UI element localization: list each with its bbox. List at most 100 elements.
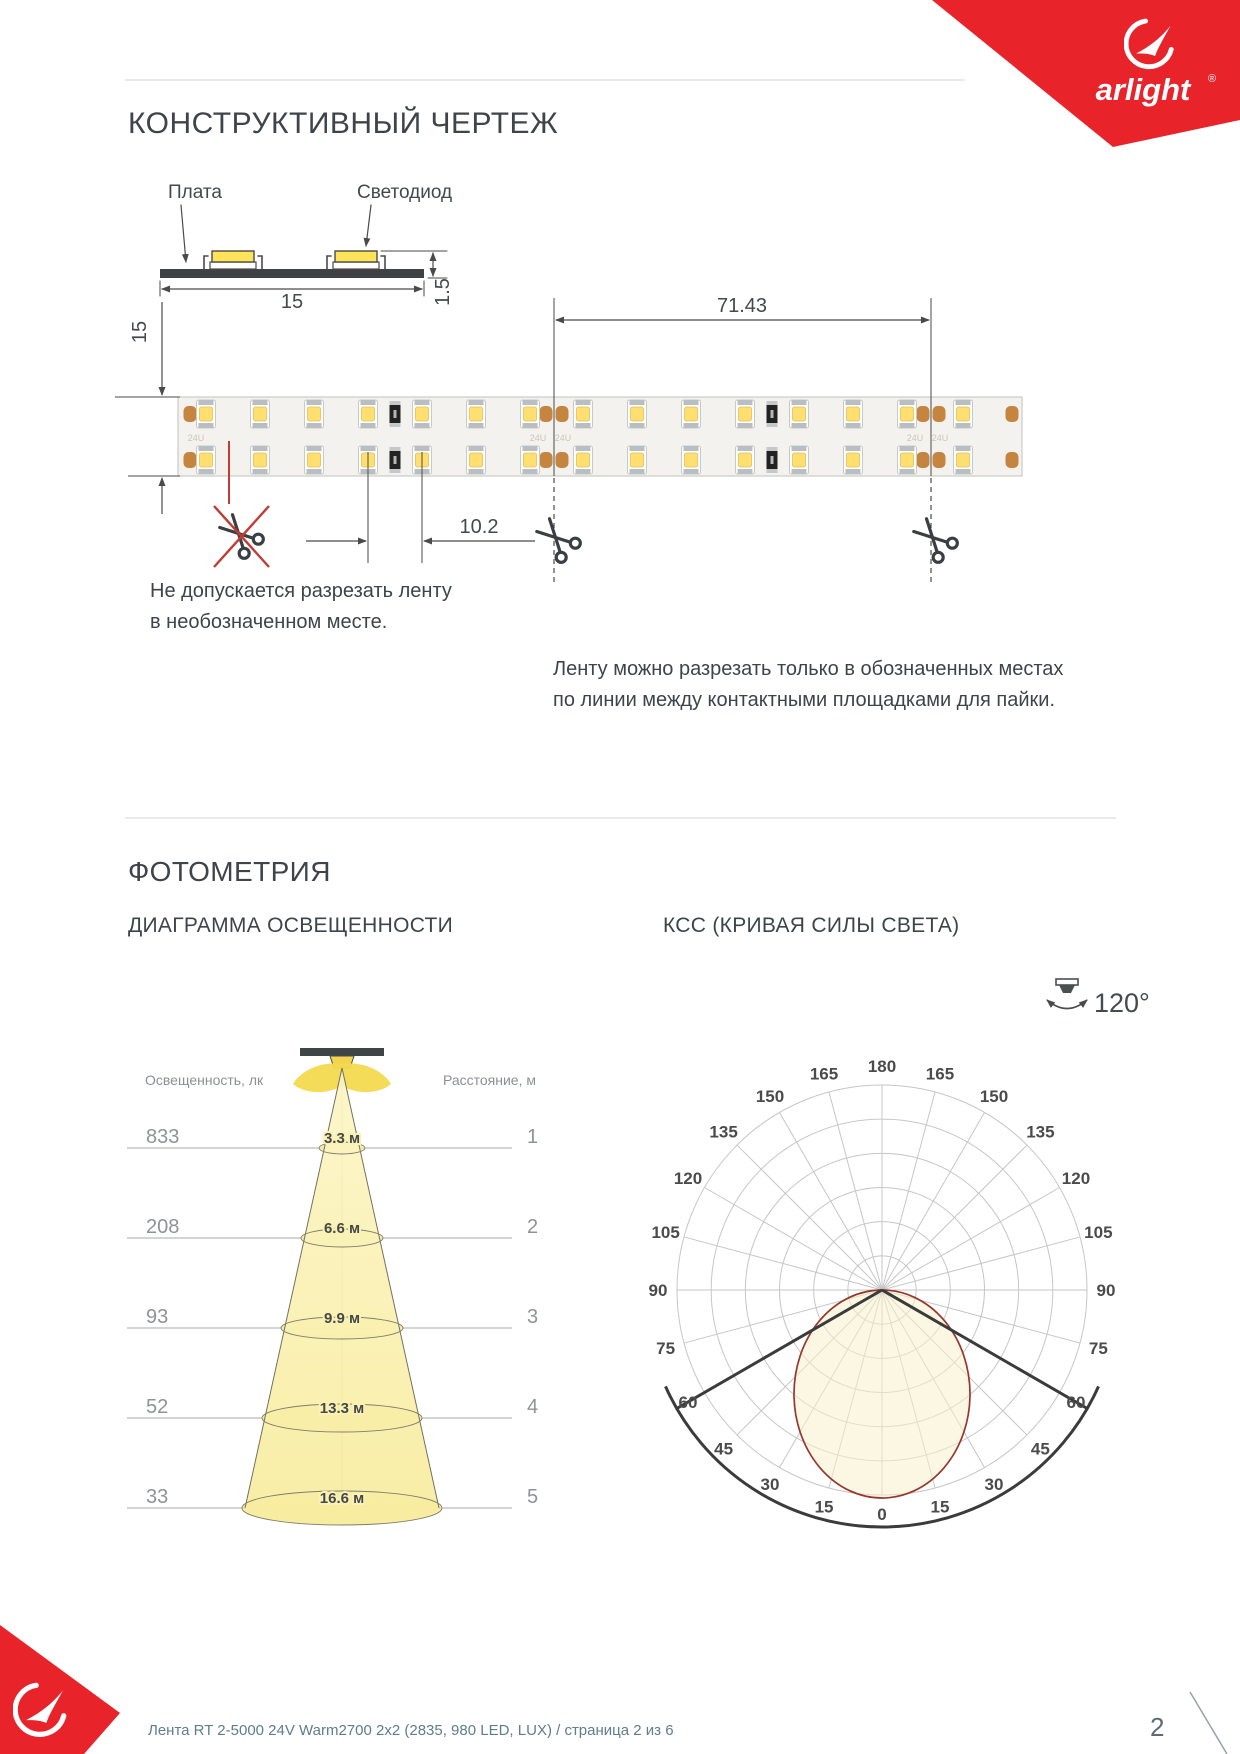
solder-pad xyxy=(183,406,197,422)
led-phosphor xyxy=(630,452,644,468)
led-phosphor xyxy=(415,452,429,468)
led-phosphor xyxy=(576,406,590,422)
led-contact xyxy=(468,469,484,474)
led-phosphor xyxy=(469,406,483,422)
led-contact xyxy=(899,469,915,474)
led xyxy=(466,399,486,429)
angle-label: 150 xyxy=(980,1087,1008,1106)
polar-ring xyxy=(676,1084,1088,1496)
led-contact xyxy=(955,423,971,428)
distance-label: 3 xyxy=(527,1306,538,1328)
led-contact xyxy=(737,446,753,451)
led xyxy=(358,445,378,475)
led-phosphor xyxy=(846,452,860,468)
led-contact xyxy=(468,423,484,428)
resistor xyxy=(389,401,401,427)
led xyxy=(196,399,216,429)
strip-print: 24U xyxy=(555,433,572,443)
led-contact xyxy=(629,446,645,451)
beam-width-label: 9.9 м xyxy=(324,1310,360,1327)
led xyxy=(681,445,701,475)
led-phosphor xyxy=(684,406,698,422)
led-phosphor xyxy=(199,452,213,468)
ceiling-fixture xyxy=(300,1048,384,1056)
angle-label: 90 xyxy=(649,1281,668,1300)
beam-limit-line xyxy=(676,1288,883,1410)
strip-top-view: 24U 24U 24U 24U 24U xyxy=(177,396,1023,477)
footer-slash xyxy=(1189,1691,1228,1754)
cone-edge xyxy=(244,1067,343,1509)
led xyxy=(573,445,593,475)
led-contact xyxy=(198,400,214,405)
led-contact xyxy=(791,469,807,474)
led xyxy=(735,445,755,475)
resistor-cap xyxy=(389,469,401,473)
led xyxy=(627,399,647,429)
solder-pad xyxy=(555,406,569,422)
polar-radial xyxy=(881,1187,1060,1291)
solder-pad xyxy=(1005,406,1019,422)
led-contact xyxy=(575,446,591,451)
led-phosphor xyxy=(576,452,590,468)
cut-segment-dim: 71.43 xyxy=(717,295,767,317)
led-contact xyxy=(414,423,430,428)
led-contact xyxy=(575,400,591,405)
polar-radial xyxy=(881,1289,1060,1393)
strip-width-dim: 15 xyxy=(129,321,151,343)
beam-curve xyxy=(793,1289,971,1499)
led xyxy=(843,399,863,429)
led xyxy=(681,399,701,429)
strip-print: 24U xyxy=(530,433,547,443)
led-phosphor xyxy=(900,452,914,468)
angle-label: 15 xyxy=(931,1497,950,1516)
led xyxy=(412,445,432,475)
no-cut-note: Не допускается разрезать ленту в необозн… xyxy=(150,576,452,638)
led-contact xyxy=(414,400,430,405)
led-contact xyxy=(360,423,376,428)
led xyxy=(573,399,593,429)
board-label: Плата xyxy=(168,182,222,203)
strip-print: 24U xyxy=(188,433,205,443)
led-contact xyxy=(414,469,430,474)
polar-radial xyxy=(683,1236,883,1291)
section-divider xyxy=(125,817,1116,819)
angle-label: 30 xyxy=(985,1475,1004,1494)
led xyxy=(304,399,324,429)
led-contact xyxy=(198,469,214,474)
led xyxy=(789,399,809,429)
polar-ring xyxy=(744,1152,1020,1428)
led-phosphor xyxy=(684,452,698,468)
led-contact xyxy=(899,446,915,451)
led-contact xyxy=(955,400,971,405)
cross-section-drawing: Плата Светодиод 15 xyxy=(159,182,454,313)
light-pool-outline xyxy=(241,1490,443,1526)
beam-angle-value: 120° xyxy=(1094,988,1150,1018)
no-cut-note-line1: Не допускается разрезать ленту xyxy=(150,580,452,602)
led-phosphor xyxy=(307,452,321,468)
solder-pad xyxy=(932,406,946,422)
led-phosphor xyxy=(738,406,752,422)
resistor-cap xyxy=(766,401,778,405)
light-pool-fill xyxy=(319,1142,365,1154)
led xyxy=(953,445,973,475)
led xyxy=(627,445,647,475)
polar-radial xyxy=(736,1289,883,1436)
no-cut-cross-icon xyxy=(213,505,270,568)
led xyxy=(897,445,917,475)
polar-radial xyxy=(881,1289,936,1489)
led-contact xyxy=(683,400,699,405)
board-thickness-dim: 1.5 xyxy=(432,278,454,306)
polar-radial xyxy=(881,1289,1028,1436)
distance-label: 5 xyxy=(527,1486,538,1508)
lamp-icon xyxy=(329,1055,355,1069)
polar-ring xyxy=(847,1255,917,1325)
resistor xyxy=(389,447,401,473)
led-contact xyxy=(306,469,322,474)
led-contact xyxy=(791,446,807,451)
led-phosphor xyxy=(792,406,806,422)
led xyxy=(520,445,540,475)
kcc-subtitle: КСС (КРИВАЯ СИЛЫ СВЕТА) xyxy=(663,914,960,937)
led-phosphor xyxy=(469,452,483,468)
